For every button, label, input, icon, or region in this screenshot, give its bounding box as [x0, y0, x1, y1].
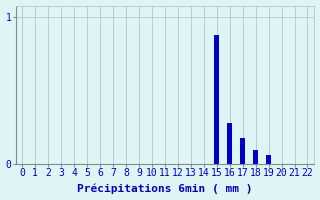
Bar: [266, 155, 271, 164]
Bar: [253, 150, 258, 164]
Bar: [228, 123, 232, 164]
X-axis label: Précipitations 6min ( mm ): Précipitations 6min ( mm ): [77, 184, 252, 194]
Bar: [214, 35, 219, 164]
Bar: [240, 138, 245, 164]
